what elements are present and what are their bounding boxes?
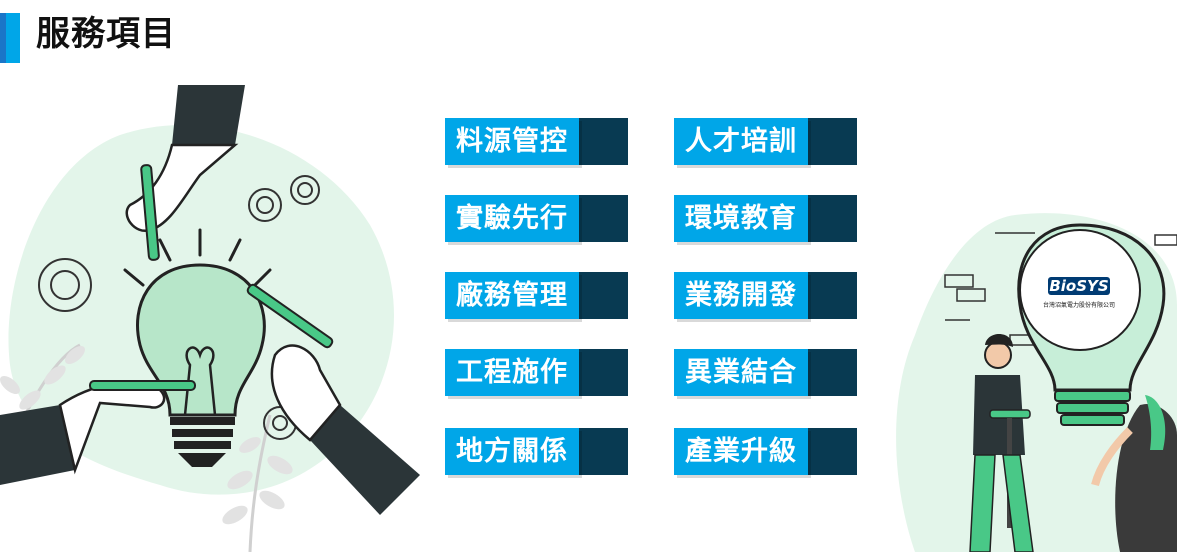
service-tail xyxy=(808,272,857,319)
service-item-plant-management[interactable]: 廠務管理 xyxy=(445,272,628,319)
service-tail xyxy=(808,428,857,475)
service-label: 廠務管理 xyxy=(445,272,579,319)
service-label: 地方關係 xyxy=(445,428,579,475)
hand-icon xyxy=(246,283,420,515)
service-item-environmental-education[interactable]: 環境教育 xyxy=(674,195,857,242)
team-lightbulb-illustration: BioSYS 台灣沼氣電力股份有限公司 xyxy=(896,213,1177,552)
service-item-business-development[interactable]: 業務開發 xyxy=(674,272,857,319)
service-item-construction[interactable]: 工程施作 xyxy=(445,349,628,396)
biosys-logo: BioSYS 台灣沼氣電力股份有限公司 xyxy=(1043,277,1115,309)
service-item-industry-upgrade[interactable]: 產業升級 xyxy=(674,428,857,475)
service-label: 人才培訓 xyxy=(674,118,808,165)
lightbulb-illustration xyxy=(0,85,420,552)
service-label: 異業結合 xyxy=(674,349,808,396)
bulb-body xyxy=(136,263,266,467)
hand-icon xyxy=(0,380,196,485)
service-item-material-control[interactable]: 料源管控 xyxy=(445,118,628,165)
page-title: 服務項目 xyxy=(36,14,176,54)
service-tail xyxy=(808,195,857,242)
hand-icon xyxy=(125,85,245,261)
person-figure xyxy=(1091,395,1177,552)
service-grid: 料源管控 實驗先行 廠務管理 工程施作 地方關係 人才培訓 環境教育 業務開發 … xyxy=(445,118,865,478)
service-tail xyxy=(808,349,857,396)
person-figure xyxy=(969,333,1034,552)
service-label: 實驗先行 xyxy=(445,195,579,242)
service-label: 工程施作 xyxy=(445,349,579,396)
title-accent-bar-light xyxy=(6,13,20,63)
leaf-icon xyxy=(222,414,293,552)
leaf-icon xyxy=(0,343,85,426)
service-item-local-relations[interactable]: 地方關係 xyxy=(445,428,628,475)
service-tail xyxy=(808,118,857,165)
service-tail xyxy=(579,349,628,396)
service-tail xyxy=(579,195,628,242)
title-accent-bar xyxy=(0,13,6,63)
service-item-experiment-first[interactable]: 實驗先行 xyxy=(445,195,628,242)
service-label: 產業升級 xyxy=(674,428,808,475)
logo-company: 台灣沼氣電力股份有限公司 xyxy=(1043,301,1115,309)
service-tail xyxy=(579,272,628,319)
service-label: 料源管控 xyxy=(445,118,579,165)
logo-brand: BioSYS xyxy=(1049,277,1108,295)
service-tail xyxy=(579,428,628,475)
service-item-cross-industry[interactable]: 異業結合 xyxy=(674,349,857,396)
service-item-talent-training[interactable]: 人才培訓 xyxy=(674,118,857,165)
service-tail xyxy=(579,118,628,165)
service-label: 環境教育 xyxy=(674,195,808,242)
service-label: 業務開發 xyxy=(674,272,808,319)
